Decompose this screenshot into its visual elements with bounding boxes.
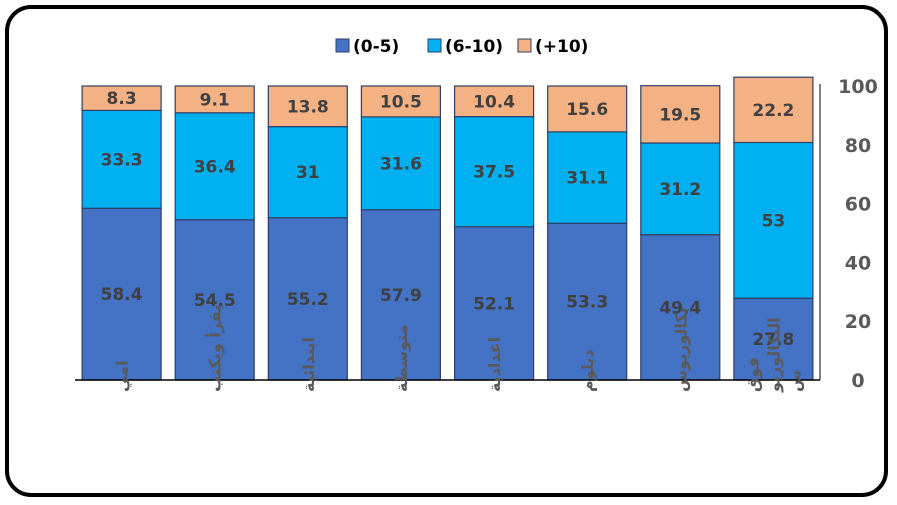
bar-segment <box>81 109 162 209</box>
data-label: 22.2 <box>752 101 794 121</box>
bar-segment <box>174 219 255 381</box>
bar-segment <box>174 112 255 221</box>
legend-label: (6-10) <box>445 37 503 57</box>
data-label: 31.6 <box>380 154 422 174</box>
bar-segment <box>267 85 348 128</box>
x-category-label: اعدادية <box>485 337 504 392</box>
data-label: 57.9 <box>380 286 422 306</box>
bar-segment <box>360 209 441 381</box>
bar-segment <box>454 85 535 118</box>
data-label: 36.4 <box>194 157 236 177</box>
data-label: 31.1 <box>566 169 608 189</box>
data-label: 55.2 <box>287 290 329 310</box>
y-tick-label: 40 <box>845 252 871 274</box>
data-label: 53 <box>762 211 786 231</box>
x-category-label: امي <box>113 360 133 392</box>
legend: (0-5) (6-10) (+10) <box>335 37 588 57</box>
legend-swatch <box>427 38 442 53</box>
legend-label: (0-5) <box>353 37 399 57</box>
y-tick-label: 60 <box>845 194 871 216</box>
bar-segment <box>733 141 814 299</box>
bar-segment <box>547 85 628 133</box>
data-label: 19.5 <box>659 105 701 125</box>
x-category-label: دبلوم <box>578 349 597 392</box>
bar-segment <box>547 131 628 224</box>
x-category-label: فوق <box>743 357 762 392</box>
x-category-label: متوسطة <box>392 325 411 393</box>
data-label: 8.3 <box>107 89 137 109</box>
bar-segment <box>81 207 162 381</box>
data-label: 52.1 <box>473 294 515 314</box>
x-category-label: س <box>785 370 804 392</box>
y-tick-label: 100 <box>838 76 878 98</box>
data-label: 31 <box>296 163 320 183</box>
bar-segment <box>640 85 721 144</box>
y-axis: 0 20 40 60 80 100 <box>838 76 878 392</box>
data-label: 13.8 <box>287 97 329 117</box>
bar-segment <box>360 116 441 211</box>
legend-swatch <box>517 38 532 53</box>
data-label: 10.4 <box>473 92 515 112</box>
bar-segment <box>174 85 255 114</box>
x-category-label: يقرأ ويكتب <box>205 305 225 392</box>
data-label: 53.3 <box>566 293 608 313</box>
data-label: 49.4 <box>659 298 701 318</box>
plot-area: 27.8 53 22.2 49.4 31.2 19.5 53.3 31.1 15.6 52.1 37… <box>81 76 814 381</box>
x-category-label: بكالوريوس <box>671 307 690 392</box>
data-label: 9.1 <box>200 90 230 110</box>
data-label: 31.2 <box>659 180 701 200</box>
data-label: 33.3 <box>101 150 143 170</box>
bar-segment <box>267 125 348 219</box>
y-tick-label: 80 <box>845 135 871 157</box>
x-axis: فوق البكالوريو س بكالوريوس دبلوم اعدادية متوسط… <box>75 84 821 393</box>
bar-segment <box>733 297 814 381</box>
y-tick-label: 20 <box>845 311 871 333</box>
bar-segment <box>454 115 535 228</box>
legend-swatch <box>335 38 350 53</box>
x-category-label: البكالوريو <box>764 317 783 393</box>
data-label: 54.5 <box>194 291 236 311</box>
bar-segment <box>733 76 814 144</box>
data-label: 10.5 <box>380 92 422 112</box>
data-label: 15.6 <box>566 100 608 120</box>
data-label: 58.4 <box>101 285 143 305</box>
bar-segment <box>81 85 162 111</box>
y-tick-label: 0 <box>851 370 864 392</box>
x-category-label: ابتدائية <box>299 337 318 392</box>
bar-segment <box>360 85 441 118</box>
data-label: 37.5 <box>473 163 515 183</box>
legend-label: (+10) <box>535 37 588 57</box>
data-label: 27.8 <box>752 330 794 350</box>
